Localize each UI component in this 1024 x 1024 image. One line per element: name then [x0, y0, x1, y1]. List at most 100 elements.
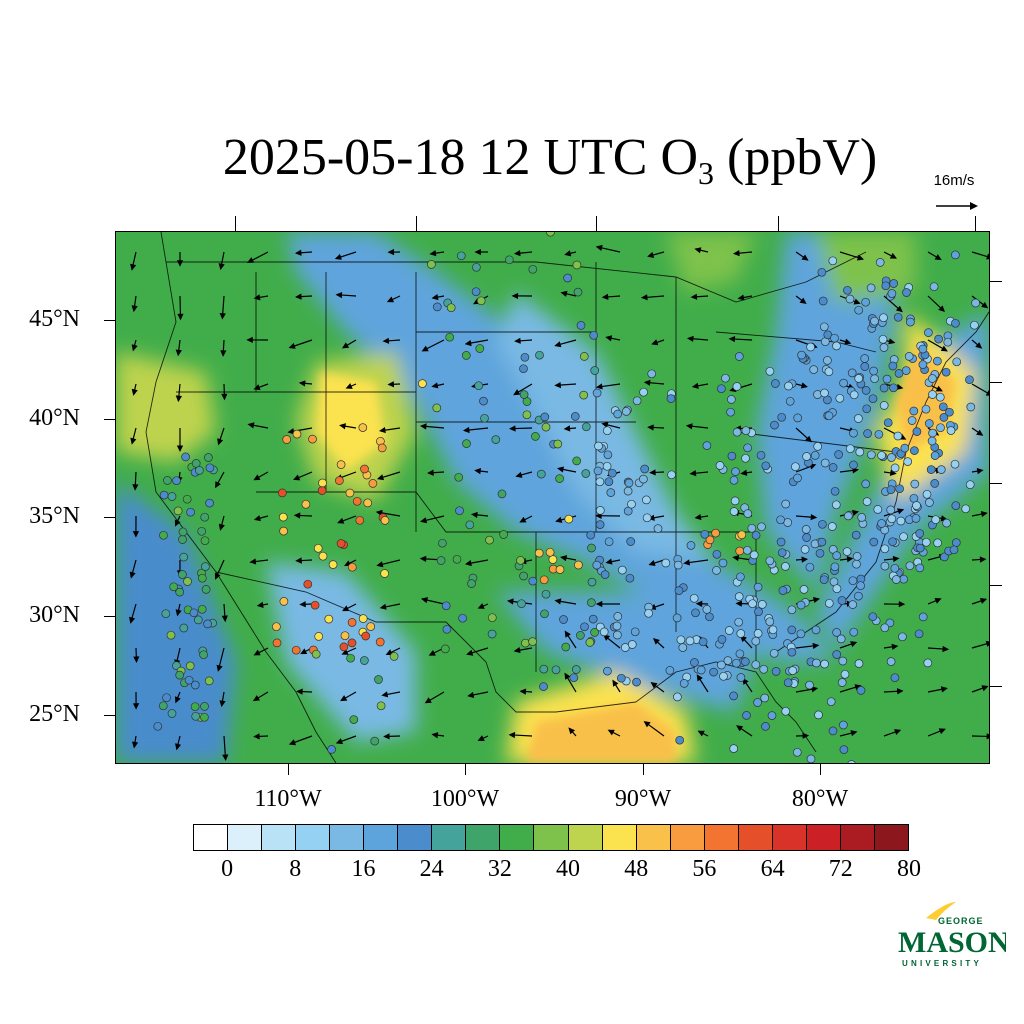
observation-marker — [830, 333, 839, 343]
observation-marker — [349, 715, 359, 724]
observation-marker — [781, 706, 791, 716]
colorbar-cell — [228, 825, 263, 850]
wind-vector-head — [601, 421, 609, 428]
wind-vector-head — [253, 733, 260, 740]
wind-vector-head — [467, 691, 475, 699]
observation-marker — [186, 507, 195, 517]
observation-marker — [418, 379, 427, 388]
observation-marker — [875, 258, 885, 267]
observation-marker — [200, 702, 209, 711]
wind-vector-head — [554, 598, 562, 605]
observation-marker — [729, 475, 739, 485]
wind-vector-head — [253, 384, 261, 391]
observation-marker — [563, 273, 572, 283]
observation-marker — [742, 545, 752, 555]
wind-vector-head — [335, 738, 343, 745]
wind-vector-head — [216, 664, 223, 672]
observation-marker — [595, 520, 605, 529]
observation-marker — [837, 678, 847, 687]
wind-vector-head — [431, 382, 439, 389]
wind-vector-head — [382, 337, 390, 344]
observation-marker — [946, 426, 956, 435]
wind-vector-head — [896, 688, 904, 695]
y-axis-label-25n: 25°N — [29, 701, 80, 727]
observation-marker — [324, 614, 334, 624]
observation-marker — [929, 282, 939, 292]
wind-vector-head — [683, 559, 691, 566]
observation-marker — [719, 671, 728, 681]
wind-vector-head — [595, 244, 603, 251]
observation-marker — [673, 560, 683, 570]
wind-vector-head — [981, 301, 989, 309]
observation-marker — [167, 709, 177, 718]
observation-marker — [936, 465, 946, 474]
wind-vector-head — [514, 337, 521, 344]
wind-vector-head — [564, 672, 571, 680]
wind-vector-head — [740, 469, 748, 476]
wind-vector-head — [976, 429, 984, 436]
ozone-field — [116, 232, 989, 763]
wind-vector-head — [853, 298, 861, 305]
observation-marker — [340, 631, 350, 641]
observation-marker — [867, 450, 876, 460]
wind-vector-head — [689, 470, 697, 477]
x-axis-label-80w: 80°W — [791, 786, 849, 812]
observation-marker — [204, 676, 214, 686]
observation-marker — [878, 334, 888, 344]
observation-marker — [793, 473, 802, 483]
observation-marker — [717, 635, 727, 644]
wind-vector-head — [133, 656, 140, 663]
observation-marker — [791, 462, 800, 472]
wind-vector-head — [295, 557, 302, 564]
wind-vector-head — [560, 290, 568, 297]
observation-marker — [310, 600, 320, 610]
observation-marker — [546, 232, 555, 237]
wind-vector-head — [895, 305, 903, 313]
observation-marker — [736, 629, 746, 638]
observation-marker — [839, 378, 848, 388]
wind-vector-head — [256, 601, 264, 608]
wind-vector-head — [650, 681, 658, 689]
observation-marker — [702, 441, 712, 450]
wind-vector-head — [379, 603, 387, 610]
wind-vector-head — [986, 733, 989, 740]
observation-marker — [887, 453, 896, 462]
observation-marker — [159, 530, 168, 540]
observation-marker — [880, 544, 890, 554]
observation-marker — [723, 656, 733, 665]
observation-marker — [673, 692, 682, 702]
wind-vector-head — [477, 735, 485, 742]
observation-marker — [970, 320, 979, 330]
observation-marker — [896, 516, 906, 526]
svg-text:MASON: MASON — [898, 926, 1006, 959]
observation-marker — [938, 402, 948, 412]
colorbar-cell — [432, 825, 467, 850]
observation-marker — [940, 552, 949, 562]
observation-marker — [624, 478, 634, 488]
observation-marker — [811, 625, 821, 635]
observation-marker — [712, 549, 722, 559]
observation-marker — [446, 303, 456, 313]
observation-marker — [189, 608, 199, 618]
observation-marker — [173, 506, 183, 516]
observation-marker — [778, 586, 788, 595]
title-prefix: 2025-05-18 12 UTC O — [222, 129, 698, 186]
observation-marker — [612, 621, 622, 631]
observation-marker — [935, 392, 945, 402]
observation-marker — [862, 497, 872, 506]
observation-marker — [499, 530, 508, 539]
wind-vector-head — [219, 313, 226, 320]
observation-marker — [301, 499, 311, 509]
colorbar — [193, 824, 909, 851]
observation-marker — [531, 432, 540, 441]
wind-vector-head — [383, 733, 390, 740]
observation-marker — [856, 686, 866, 695]
y-axis-label-45n: 45°N — [29, 306, 80, 332]
observation-marker — [949, 545, 959, 555]
observation-marker — [313, 543, 323, 553]
observation-marker — [197, 526, 207, 536]
observation-marker — [363, 498, 373, 508]
wind-vector-head — [801, 254, 809, 261]
wind-vector-head — [129, 616, 136, 624]
y-tick — [104, 419, 115, 420]
